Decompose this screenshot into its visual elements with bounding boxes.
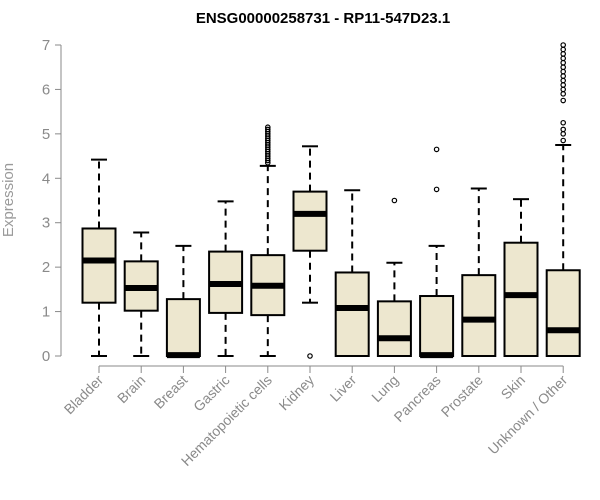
outlier-point [560, 55, 567, 62]
outlier-point [560, 131, 567, 137]
box-11 [545, 42, 581, 358]
box-iqr [165, 298, 201, 358]
outlier-point [560, 59, 567, 66]
y-tick-label: 0 [42, 348, 50, 365]
x-tick-label: Pancreas [391, 372, 444, 425]
x-tick-label: Liver [327, 372, 360, 405]
box-2 [165, 244, 201, 359]
outlier-point [391, 197, 398, 204]
x-tick-label: Prostate [438, 372, 486, 420]
y-tick-label: 2 [42, 259, 50, 276]
box-1 [123, 231, 159, 357]
x-tick-label: Lung [368, 372, 401, 405]
x-tick-label: Unknown / Other [485, 372, 571, 458]
x-tick-label: Skin [498, 372, 529, 403]
outlier-point [307, 353, 313, 359]
x-tick-label: Breast [151, 372, 191, 412]
box-iqr [419, 295, 455, 357]
box-iqr [81, 227, 117, 304]
y-tick-label: 3 [42, 215, 50, 232]
outlier-point [433, 186, 440, 193]
box-iqr [334, 271, 370, 357]
y-tick-label: 1 [42, 304, 50, 321]
y-axis: 0 1 2 3 4 5 6 7 [42, 37, 62, 365]
outlier-point [264, 126, 271, 133]
box-8 [419, 146, 455, 359]
outlier-point [560, 64, 567, 71]
y-tick-label: 7 [42, 37, 50, 54]
outlier-point [560, 51, 567, 57]
box-iqr [503, 241, 539, 357]
y-tick-label: 5 [42, 126, 50, 143]
x-tick-label: Brain [114, 372, 148, 406]
outlier-point [560, 97, 567, 104]
outlier-point [560, 82, 567, 88]
outlier-point [560, 73, 567, 79]
x-tick-label: Kidney [276, 372, 318, 414]
box-6 [334, 189, 370, 357]
outlier-point [560, 119, 567, 126]
outlier-point [560, 137, 567, 144]
box-iqr [292, 190, 328, 252]
box-4 [250, 124, 286, 357]
box-5 [292, 145, 328, 359]
box-9 [461, 187, 497, 358]
boxes-group [81, 42, 581, 359]
outlier-point [560, 86, 567, 93]
box-0 [81, 158, 117, 357]
y-axis-label: Expression [0, 163, 17, 237]
box-iqr [376, 300, 412, 357]
box-iqr [461, 274, 497, 358]
chart-title: ENSG00000258731 - RP11-547D23.1 [196, 10, 450, 27]
box-7 [376, 197, 412, 357]
outlier-point [560, 68, 567, 75]
box-10 [503, 198, 539, 357]
outlier-point [560, 91, 567, 97]
outlier-point [560, 77, 567, 84]
box-iqr [545, 269, 581, 358]
outlier-point [560, 42, 567, 48]
y-tick-label: 6 [42, 81, 50, 98]
outlier-point [433, 146, 440, 153]
outlier-point [264, 124, 271, 130]
outlier-point [560, 46, 567, 53]
box-3 [208, 200, 244, 357]
x-tick-label: Bladder [61, 372, 107, 418]
y-tick-label: 4 [42, 170, 50, 187]
outlier-point [560, 126, 567, 133]
